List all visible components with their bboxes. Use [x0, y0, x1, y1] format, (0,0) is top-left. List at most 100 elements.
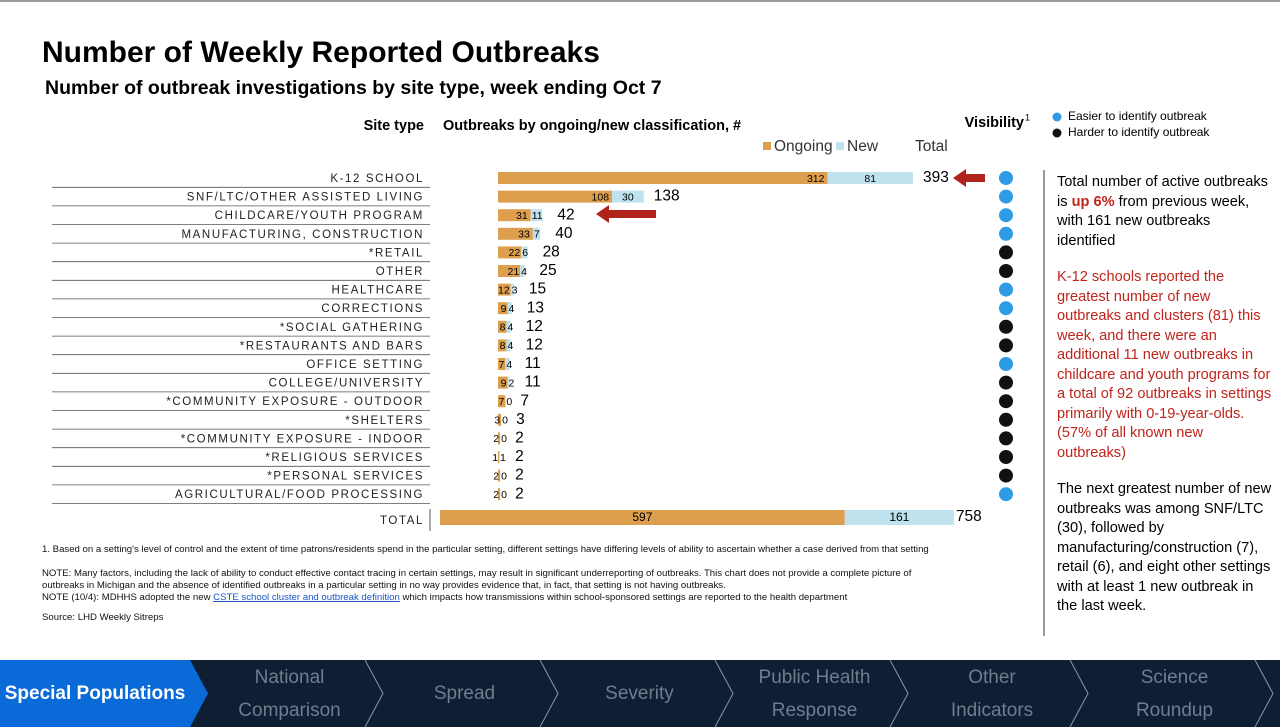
category-label: *SOCIAL GATHERING: [280, 322, 424, 334]
active-tab: [0, 660, 208, 727]
bar-segment: [506, 339, 511, 352]
value-label: 3: [494, 415, 500, 427]
visibility-dot: [999, 319, 1013, 334]
category-label: *COMMUNITY EXPOSURE - OUTDOOR: [166, 396, 424, 408]
category-header: Site type: [364, 118, 424, 134]
total-label: 3: [516, 411, 525, 428]
total-label: 758: [956, 508, 982, 525]
visibility-dot: [999, 208, 1013, 223]
nav-item[interactable]: Spread: [377, 660, 552, 727]
nav-label: Special Populations: [4, 683, 186, 704]
visibility-dot: [999, 338, 1013, 353]
visibility-dot: [999, 171, 1013, 185]
total-label: 7: [520, 392, 529, 409]
nav-label: Science Roundup: [1135, 666, 1214, 721]
bar-segment: [498, 358, 506, 370]
nav-item[interactable]: Other Indicators: [902, 660, 1082, 727]
value-label: 0: [501, 489, 507, 501]
visibility-dot: [999, 431, 1013, 446]
visibility-dot: [999, 301, 1013, 316]
total-label: 28: [543, 243, 560, 260]
value-header: Outbreaks by ongoing/new classification,…: [443, 118, 741, 134]
category-label: OTHER: [376, 266, 424, 278]
bar-segment: [498, 469, 501, 482]
value-label: 2: [493, 470, 499, 482]
nav-item[interactable]: Science Roundup: [1082, 660, 1267, 727]
legend-label: Ongoing: [774, 138, 833, 155]
total-label: 2: [515, 485, 524, 502]
category-label: CORRECTIONS: [321, 303, 424, 315]
bar-segment: [520, 265, 525, 277]
category-label: MANUFACTURING, CONSTRUCTION: [181, 229, 424, 241]
total-bar-segment: [844, 510, 954, 525]
total-label: 2: [515, 448, 524, 465]
bar-segment: [612, 190, 644, 203]
value-label: 0: [501, 433, 507, 445]
bar-segment: [498, 451, 500, 463]
bar-segment: [521, 246, 528, 259]
visibility-dot: [999, 487, 1013, 502]
nav-item[interactable]: National Comparison: [202, 660, 377, 727]
summary-p1: Total number of active outbreaks is up 6…: [1057, 173, 1272, 251]
nav-label: National Comparison: [238, 666, 341, 721]
source: Source: LHD Weekly Sitreps: [42, 612, 164, 623]
nav-item[interactable]: Special Populations: [0, 660, 190, 727]
value-label: 81: [864, 173, 876, 185]
total-value-label: 161: [889, 510, 909, 524]
category-label: *RETAIL: [369, 247, 424, 259]
bar-segment: [827, 172, 914, 184]
highlight: up 6%: [1071, 193, 1115, 210]
note-text: NOTE (10/4): MDHHS adopted the new: [42, 592, 214, 603]
chevron: [539, 660, 559, 727]
visibility-dot: [999, 245, 1013, 260]
visibility-dot: [999, 189, 1013, 204]
value-label: 7: [499, 359, 505, 371]
value-label: 22: [509, 247, 521, 259]
nav-label: Public Health Response: [758, 666, 871, 721]
note-line: outbreaks in Michigan and the absence of…: [42, 580, 726, 591]
visibility-dot: [999, 264, 1013, 278]
value-label: 4: [507, 322, 513, 334]
visibility-header: Visibility: [965, 115, 1024, 131]
value-label: 0: [501, 470, 507, 482]
value-label: 8: [500, 340, 506, 352]
category-label: *RELIGIOUS SERVICES: [265, 452, 424, 464]
value-label: 108: [592, 191, 610, 203]
visibility-dot: [999, 375, 1013, 390]
value-label: 0: [506, 396, 512, 408]
nav-item[interactable]: Severity: [552, 660, 727, 727]
value-label: 4: [509, 303, 515, 315]
category-label: *SHELTERS: [345, 415, 424, 427]
total-label: 2: [515, 429, 524, 446]
value-label: 30: [622, 191, 634, 203]
bar-segment: [530, 209, 543, 222]
value-label: 4: [506, 359, 512, 371]
summary-p3: The next greatest number of new outbreak…: [1057, 481, 1272, 614]
visibility-dot: [999, 226, 1013, 241]
value-label: 11: [532, 210, 543, 222]
link[interactable]: CSTE school cluster and outbreak definit…: [213, 592, 400, 603]
nav-item[interactable]: Public Health Response: [727, 660, 902, 727]
summary-p2: K-12 schools reported the greatest numbe…: [1057, 269, 1272, 461]
nav-bar: Special Populations National Comparison Sp…: [0, 660, 1280, 727]
note-line: NOTE: Many factors, including the lack o…: [42, 568, 912, 579]
chevron: [889, 660, 909, 727]
legend-dot: [1052, 112, 1062, 122]
chevron: [364, 660, 384, 727]
legend-label: Total: [915, 138, 948, 155]
value-label: 2: [493, 433, 499, 445]
nav-label: Severity: [605, 683, 674, 704]
bar-segment: [498, 320, 507, 333]
legend-swatch: [836, 142, 844, 150]
chevron: [1069, 660, 1089, 727]
visibility-dot: [999, 468, 1013, 483]
bar-segment: [498, 413, 502, 426]
legend-label: Harder to identify outbreak: [1068, 125, 1210, 139]
category-label: K-12 SCHOOL: [330, 173, 424, 185]
visibility-dot: [999, 450, 1013, 464]
bar-segment: [498, 302, 508, 315]
value-label: 12: [498, 284, 510, 296]
nav-shapes: [0, 660, 1274, 727]
